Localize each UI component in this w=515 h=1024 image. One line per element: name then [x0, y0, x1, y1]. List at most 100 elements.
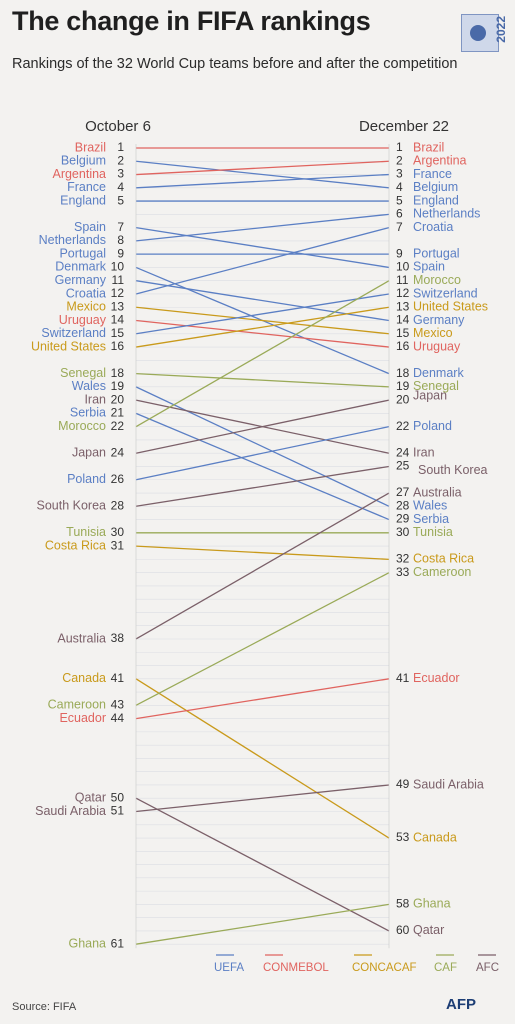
rank-before: 50 [111, 790, 125, 804]
team-label-right: Spain [413, 260, 445, 274]
team-label-left: Brazil [75, 140, 106, 154]
rank-before: 13 [111, 299, 125, 313]
team-label-left: Croatia [66, 286, 106, 300]
rank-after: 20 [396, 392, 410, 406]
team-label-left: Qatar [75, 791, 106, 805]
rank-before: 26 [111, 472, 125, 486]
rank-after: 32 [396, 552, 410, 566]
slope-line [135, 545, 390, 561]
team-label-right: Ecuador [413, 671, 460, 685]
rank-after: 24 [396, 445, 410, 459]
team-label-right: Costa Rica [413, 552, 474, 566]
rank-after: 11 [396, 273, 409, 287]
rank-after: 9 [396, 246, 403, 260]
team-label-left: Portugal [59, 246, 106, 260]
slope-line [135, 465, 390, 507]
team-label-right: Poland [413, 419, 452, 433]
team-label-right: Belgium [413, 180, 458, 194]
team-label-right: Saudi Arabia [413, 777, 484, 791]
team-label-right: South Korea [418, 463, 488, 477]
rank-after: 10 [396, 260, 410, 274]
team-label-left: England [60, 193, 106, 207]
team-label-right: Qatar [413, 923, 444, 937]
slope-line [135, 678, 390, 720]
rank-before: 19 [111, 379, 125, 393]
team-label-left: Belgium [61, 154, 106, 168]
team-label-right: Mexico [413, 326, 453, 340]
rank-before: 1 [117, 140, 124, 154]
slope-line [135, 226, 390, 269]
team-label-left: Tunisia [66, 525, 106, 539]
team-label-left: Saudi Arabia [35, 804, 106, 818]
legend-label: CONMEBOL [263, 962, 329, 974]
rank-before: 15 [111, 326, 125, 340]
rank-before: 8 [117, 233, 124, 247]
rank-after: 12 [396, 286, 410, 300]
rank-after: 5 [396, 193, 403, 207]
team-label-right: Senegal [413, 379, 459, 393]
world-cup-logo-icon: 2022 [461, 14, 508, 52]
rank-before: 44 [111, 711, 125, 725]
team-label-left: Netherlands [39, 233, 106, 247]
team-label-left: Uruguay [59, 313, 107, 327]
team-label-right: Brazil [413, 140, 444, 154]
team-label-left: Spain [74, 220, 106, 234]
slope-line [135, 293, 390, 335]
slope-line [135, 160, 390, 189]
slope-line [135, 226, 390, 295]
slope-line [135, 492, 390, 640]
rank-before: 41 [111, 671, 125, 685]
rank-before: 12 [111, 286, 125, 300]
team-label-right: Japan [413, 388, 447, 402]
rank-after: 18 [396, 366, 410, 380]
slope-line [135, 399, 390, 454]
rank-after: 25 [396, 459, 410, 473]
team-label-left: Iran [84, 392, 106, 406]
team-label-left: Argentina [52, 167, 106, 181]
rank-before: 7 [117, 220, 124, 234]
rank-before: 31 [111, 538, 125, 552]
rank-before: 24 [111, 445, 125, 459]
rank-after: 28 [396, 498, 410, 512]
rank-before: 18 [111, 366, 125, 380]
rank-after: 4 [396, 180, 403, 194]
team-label-left: Australia [57, 631, 106, 645]
legend-label: CAF [434, 962, 457, 974]
rank-after: 30 [396, 525, 410, 539]
team-label-right: Netherlands [413, 207, 480, 221]
rank-after: 29 [396, 512, 410, 526]
team-label-left: Costa Rica [45, 538, 106, 552]
team-label-right: Denmark [413, 366, 464, 380]
rank-after: 33 [396, 565, 410, 579]
rank-before: 61 [111, 936, 125, 950]
rank-before: 10 [111, 260, 125, 274]
team-label-left: Morocco [58, 419, 106, 433]
team-label-left: Senegal [60, 366, 106, 380]
rank-after: 58 [396, 897, 410, 911]
team-label-left: Poland [67, 472, 106, 486]
chart-subtitle: Rankings of the 32 World Cup teams befor… [12, 56, 458, 72]
team-label-right: Iran [413, 446, 435, 460]
team-label-right: Cameroon [413, 565, 471, 579]
slope-line [135, 784, 390, 813]
rank-after: 49 [396, 777, 410, 791]
slope-line [135, 280, 390, 428]
team-label-left: Serbia [70, 406, 106, 420]
slope-line [135, 319, 390, 348]
left-column-label: October 6 [85, 118, 151, 135]
rank-after: 14 [396, 313, 410, 327]
rank-before: 20 [111, 392, 125, 406]
rank-after: 15 [396, 326, 410, 340]
team-label-right: Ghana [413, 897, 451, 911]
team-label-right: Australia [413, 485, 462, 499]
right-column-label: December 22 [359, 118, 449, 135]
team-label-left: South Korea [37, 499, 107, 513]
rank-after: 27 [396, 485, 410, 499]
rank-before: 22 [111, 419, 125, 433]
team-label-left: Japan [72, 446, 106, 460]
team-label-right: Croatia [413, 220, 453, 234]
team-label-left: Wales [72, 379, 106, 393]
legend-label: AFC [476, 962, 499, 974]
football-icon [470, 25, 486, 41]
chart-title: The change in FIFA rankings [12, 6, 371, 36]
